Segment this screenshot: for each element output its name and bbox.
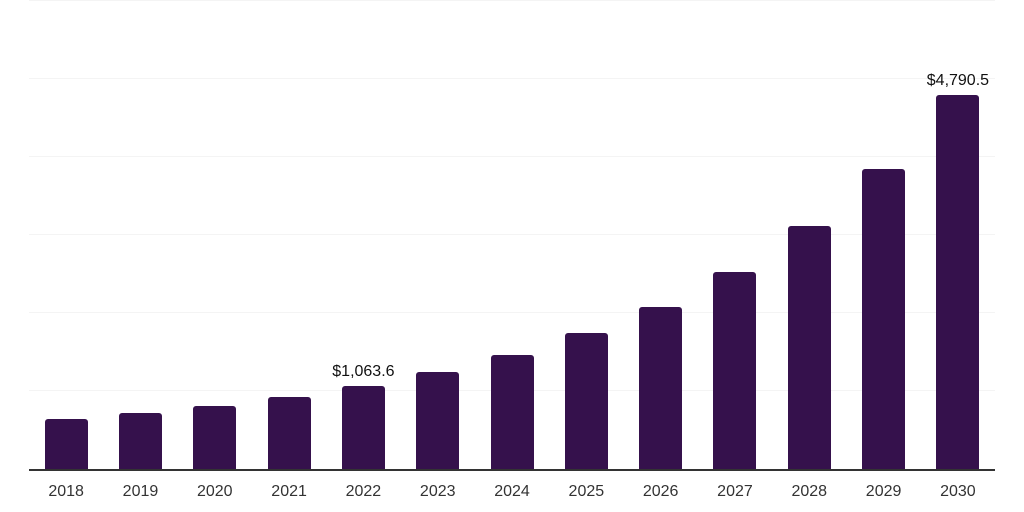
x-tick-label: 2025 <box>568 483 605 500</box>
x-tick-label: 2024 <box>494 483 530 500</box>
bar-2018[interactable] <box>44 419 88 469</box>
gridline <box>29 234 995 235</box>
bars-container: $1,063.6 $4,790.5 <box>29 1 995 469</box>
x-tick-label: 2020 <box>196 483 233 500</box>
x-tick-label: 2026 <box>642 483 679 500</box>
x-tick-label: 2019 <box>122 483 159 500</box>
bar-column <box>29 1 103 469</box>
bar-column <box>698 1 772 469</box>
x-tick-label: 2023 <box>419 483 456 500</box>
bar-2021[interactable] <box>267 397 311 469</box>
x-tick-label: 2028 <box>791 483 828 500</box>
gridline <box>29 78 995 79</box>
bar-value-label: $1,063.6 <box>332 363 395 381</box>
bar-column <box>401 1 475 469</box>
bar-2025[interactable] <box>564 333 608 469</box>
bar-column: $1,063.6 <box>326 1 400 469</box>
bar-2022[interactable] <box>341 386 385 469</box>
bar-column <box>549 1 623 469</box>
bar-column <box>178 1 252 469</box>
bar-2023[interactable] <box>416 371 460 469</box>
x-tick-label: 2027 <box>717 483 753 500</box>
bar-column <box>103 1 177 469</box>
bar-2024[interactable] <box>490 355 534 469</box>
bar-2019[interactable] <box>118 413 162 469</box>
bar-column <box>846 1 920 469</box>
gridline <box>29 156 995 157</box>
bar-2029[interactable] <box>862 169 906 469</box>
bar-2026[interactable] <box>639 306 683 469</box>
bar-column <box>772 1 846 469</box>
x-tick-label: 2018 <box>48 483 84 500</box>
x-tick-label: 2029 <box>865 483 902 500</box>
bar-2028[interactable] <box>787 226 831 469</box>
bar-2020[interactable] <box>193 405 237 469</box>
x-tick-label: 2030 <box>940 483 976 500</box>
gridline <box>29 0 995 1</box>
gridline <box>29 312 995 313</box>
plot-area: $1,063.6 $4,790.5 <box>29 0 995 471</box>
bar-column: $4,790.5 <box>921 1 995 469</box>
bar-column <box>624 1 698 469</box>
bar-value-label: $4,790.5 <box>926 72 990 90</box>
bar-column <box>252 1 326 469</box>
x-tick-label: 2022 <box>345 483 382 500</box>
x-tick-label: 2021 <box>271 483 307 500</box>
bar-column <box>475 1 549 469</box>
x-axis: 2018 2019 2020 2021 2022 2023 2024 2025 2026 2027… <box>29 483 995 501</box>
bar-2030[interactable] <box>936 95 980 469</box>
bar-2027[interactable] <box>713 271 757 469</box>
